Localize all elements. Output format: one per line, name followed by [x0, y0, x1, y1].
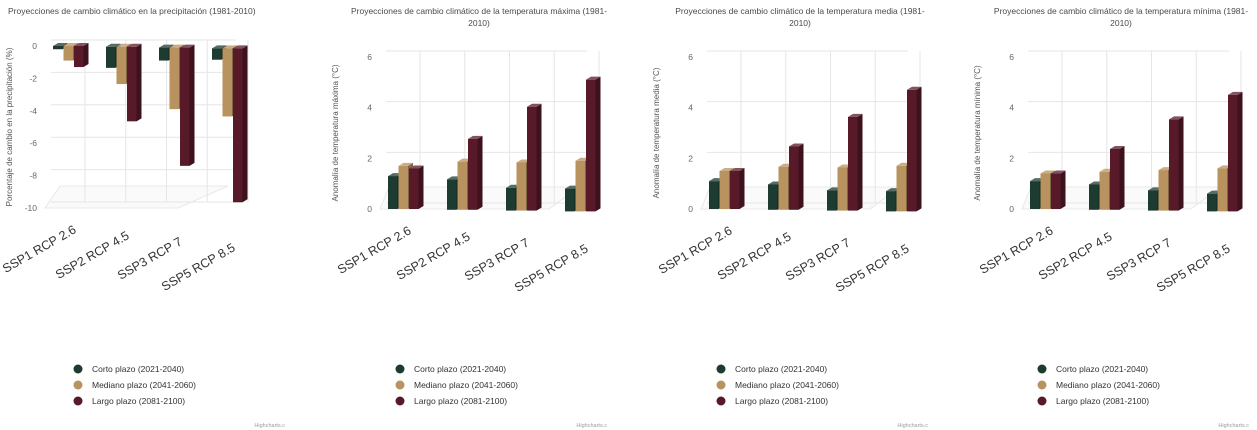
y-tick-label: 2	[688, 153, 693, 163]
legend-label: Mediano plazo (2041-2060)	[414, 380, 518, 390]
legend-circle-icon	[73, 396, 83, 406]
chart-panel-2: Proyecciones de cambio climático de la t…	[322, 0, 636, 430]
chart-title-line-1: Proyecciones de cambio climático en la p…	[8, 6, 256, 16]
legend-circle-icon	[716, 364, 726, 374]
y-tick-label: -10	[25, 203, 38, 213]
y-tick-label: 2	[1009, 153, 1014, 163]
chart-floor	[44, 185, 229, 209]
chart-title-line-1: Proyecciones de cambio climático de la t…	[351, 6, 607, 16]
chart-svg-3: Proyecciones de cambio climático de la t…	[652, 6, 928, 429]
legend-circle-icon	[73, 380, 83, 390]
bar-largo-4[interactable]	[233, 45, 248, 203]
y-axis-title: Anomalía de temperatura media (°C)	[652, 67, 661, 198]
y-tick-label: 4	[688, 103, 693, 113]
y-tick-label: 6	[688, 52, 693, 62]
legend-circle-icon	[1037, 364, 1047, 374]
legend-label: Largo plazo (2081-2100)	[92, 396, 185, 406]
legend-circle-icon	[716, 380, 726, 390]
chart-title-line-1: Proyecciones de cambio climático de la t…	[675, 6, 925, 16]
legend-circle-icon	[73, 364, 83, 374]
legend-circle-icon	[1037, 396, 1047, 406]
legend-circle-icon	[395, 364, 405, 374]
highcharts-credit-link[interactable]: Highcharts.c	[897, 423, 928, 429]
chart-title-line-2: 2010)	[789, 18, 811, 28]
bar-largo-1[interactable]	[1051, 170, 1066, 209]
chart-svg-1: Proyecciones de cambio climático en la p…	[0, 6, 285, 429]
legend-circle-icon	[395, 396, 405, 406]
legend-label: Corto plazo (2021-2040)	[414, 364, 506, 374]
bar-largo-4[interactable]	[586, 76, 601, 212]
bar-largo-2[interactable]	[127, 43, 142, 122]
chart-title-line-2: 2010)	[468, 18, 490, 28]
highcharts-credit-link[interactable]: Highcharts.c	[254, 423, 285, 429]
legend-item-3[interactable]: Largo plazo (2081-2100)	[395, 396, 508, 406]
y-tick-label: 0	[367, 204, 372, 214]
legend-item-2[interactable]: Mediano plazo (2041-2060)	[1037, 380, 1161, 390]
bar-largo-3[interactable]	[180, 44, 195, 166]
legend-label: Mediano plazo (2041-2060)	[92, 380, 196, 390]
bar-largo-2[interactable]	[789, 143, 804, 210]
legend-item-2[interactable]: Mediano plazo (2041-2060)	[73, 380, 197, 390]
legend-label: Largo plazo (2081-2100)	[735, 396, 828, 406]
legend-circle-icon	[716, 396, 726, 406]
legend-item-2[interactable]: Mediano plazo (2041-2060)	[395, 380, 519, 390]
legend-label: Corto plazo (2021-2040)	[735, 364, 827, 374]
chart-panel-3: Proyecciones de cambio climático de la t…	[643, 0, 957, 430]
bar-largo-4[interactable]	[907, 86, 922, 212]
bar-largo-1[interactable]	[409, 165, 424, 209]
legend-item-1[interactable]: Corto plazo (2021-2040)	[716, 364, 828, 374]
legend-label: Largo plazo (2081-2100)	[1056, 396, 1149, 406]
y-tick-label: -2	[29, 73, 37, 83]
bar-largo-3[interactable]	[527, 103, 542, 211]
y-tick-label: -4	[29, 106, 37, 116]
bar-largo-1[interactable]	[74, 43, 89, 68]
legend-circle-icon	[395, 380, 405, 390]
legend-circle-icon	[1037, 380, 1047, 390]
y-axis-title: Anomalía de temperatura mínima (°C)	[973, 65, 982, 201]
y-axis-title: Porcentaje de cambio en la precipitación…	[5, 47, 14, 206]
highcharts-credit-link[interactable]: Highcharts.c	[1218, 423, 1249, 429]
chart-panel-1: Proyecciones de cambio climático en la p…	[0, 0, 314, 430]
bar-largo-3[interactable]	[848, 113, 863, 211]
bar-largo-4[interactable]	[1228, 91, 1243, 212]
legend-label: Corto plazo (2021-2040)	[92, 364, 184, 374]
y-tick-label: 4	[1009, 103, 1014, 113]
highcharts-credit-link[interactable]: Highcharts.c	[576, 423, 607, 429]
y-tick-label: 0	[32, 41, 37, 51]
legend-item-1[interactable]: Corto plazo (2021-2040)	[73, 364, 185, 374]
y-axis-title: Anomalía de temperatura máxima (°C)	[331, 64, 340, 201]
legend-label: Largo plazo (2081-2100)	[414, 396, 507, 406]
y-tick-label: 2	[367, 153, 372, 163]
chart-panel-4: Proyecciones de cambio climático de la t…	[964, 0, 1257, 430]
legend-label: Corto plazo (2021-2040)	[1056, 364, 1148, 374]
legend-item-1[interactable]: Corto plazo (2021-2040)	[395, 364, 507, 374]
y-tick-label: 6	[1009, 52, 1014, 62]
bar-largo-2[interactable]	[1110, 146, 1125, 210]
y-tick-label: -8	[29, 171, 37, 181]
y-tick-label: -6	[29, 138, 37, 148]
y-tick-label: 0	[688, 204, 693, 214]
legend-label: Mediano plazo (2041-2060)	[735, 380, 839, 390]
y-tick-label: 6	[367, 52, 372, 62]
bar-largo-1[interactable]	[730, 168, 745, 209]
bar-largo-3[interactable]	[1169, 116, 1184, 211]
legend-item-3[interactable]: Largo plazo (2081-2100)	[73, 396, 186, 406]
legend-item-3[interactable]: Largo plazo (2081-2100)	[1037, 396, 1150, 406]
legend-item-1[interactable]: Corto plazo (2021-2040)	[1037, 364, 1149, 374]
bar-largo-2[interactable]	[468, 135, 483, 210]
y-tick-label: 0	[1009, 204, 1014, 214]
legend-item-2[interactable]: Mediano plazo (2041-2060)	[716, 380, 840, 390]
y-tick-label: 4	[367, 103, 372, 113]
chart-title-line-1: Proyecciones de cambio climático de la t…	[994, 6, 1248, 16]
legend-item-3[interactable]: Largo plazo (2081-2100)	[716, 396, 829, 406]
chart-svg-2: Proyecciones de cambio climático de la t…	[331, 6, 607, 429]
legend-label: Mediano plazo (2041-2060)	[1056, 380, 1160, 390]
chart-svg-4: Proyecciones de cambio climático de la t…	[973, 6, 1249, 429]
chart-title-line-2: 2010)	[1110, 18, 1132, 28]
